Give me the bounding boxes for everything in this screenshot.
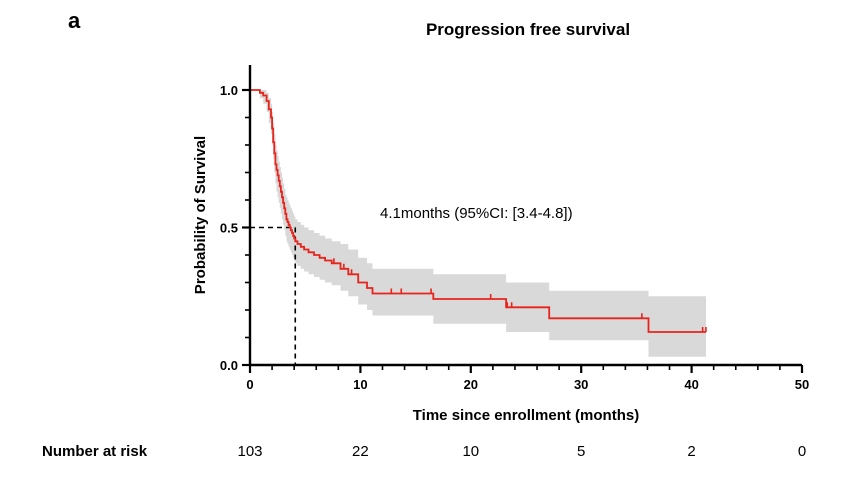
x-tick-label: 20 (464, 377, 478, 392)
panel-label: a (68, 8, 81, 33)
y-tick-label: 0.0 (220, 358, 238, 373)
y-tick-label: 1.0 (220, 83, 238, 98)
risk-count: 10 (462, 443, 479, 460)
axes-group: 0 10 20 30 40 50 0.0 0.5 1.0 (220, 65, 809, 392)
x-axis-label: Time since enrollment (months) (413, 407, 639, 424)
risk-count: 22 (352, 443, 369, 460)
confidence-band (250, 90, 706, 357)
x-tick-label: 10 (353, 377, 367, 392)
reference-lines (250, 226, 297, 365)
y-tick-label: 0.5 (220, 221, 238, 236)
x-tick-label: 50 (795, 377, 809, 392)
chart-title: Progression free survival (426, 20, 630, 39)
x-tick-label: 0 (246, 377, 253, 392)
survival-curve (250, 89, 706, 333)
x-tick-label: 30 (574, 377, 588, 392)
risk-table-label: Number at risk (42, 443, 148, 460)
censor-marks-group (333, 258, 707, 332)
confidence-band-group (250, 90, 706, 357)
risk-count: 0 (798, 443, 806, 460)
risk-count: 2 (687, 443, 695, 460)
risk-count: 5 (577, 443, 585, 460)
x-tick-label: 40 (684, 377, 698, 392)
risk-table-values: 103 22 10 5 2 0 (237, 443, 806, 460)
risk-count: 103 (237, 443, 262, 460)
survival-curve-group (250, 89, 706, 333)
median-annotation: 4.1months (95%CI: [3.4-4.8]) (380, 205, 573, 222)
y-axis-label: Probability of Survival (192, 136, 209, 294)
